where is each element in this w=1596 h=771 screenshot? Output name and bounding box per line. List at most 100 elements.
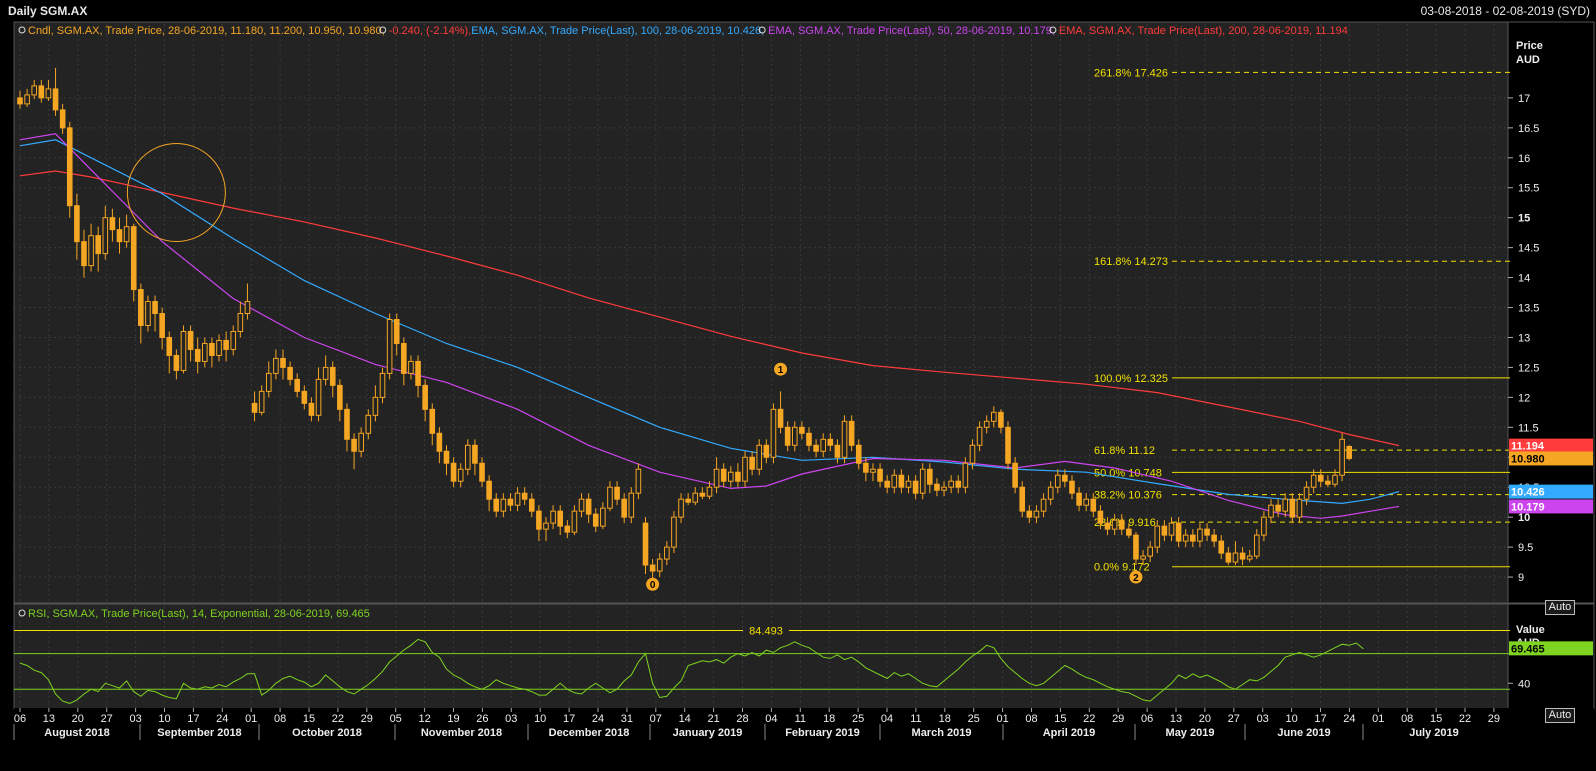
candle xyxy=(863,457,869,482)
candle xyxy=(848,415,855,452)
price-tick-label: 12 xyxy=(1518,392,1530,404)
candle-body xyxy=(379,372,386,398)
rsi-level-label: 84.493 xyxy=(749,626,783,638)
price-tick-label: 10 xyxy=(1518,512,1530,524)
rsi-auto-scale-button[interactable]: Auto xyxy=(1545,708,1575,723)
candle-body xyxy=(948,480,954,488)
candle xyxy=(237,301,244,338)
time-tick-label: 13 xyxy=(1170,713,1182,725)
candle xyxy=(436,427,443,464)
candle-body xyxy=(365,414,372,434)
time-tick-label: 24 xyxy=(592,713,604,725)
price-badge-label: 10.179 xyxy=(1511,501,1545,513)
candle-body xyxy=(870,468,876,473)
candle-body xyxy=(927,468,933,485)
candle-body xyxy=(1246,555,1253,560)
month-label: September 2018 xyxy=(157,727,241,739)
candle xyxy=(564,520,571,539)
candle xyxy=(514,487,521,512)
candle xyxy=(287,361,293,386)
price-badge-label: 11.194 xyxy=(1511,441,1545,453)
candle-body xyxy=(934,483,940,491)
candle-body xyxy=(1346,445,1352,459)
candle xyxy=(600,502,606,530)
time-tick-label: 07 xyxy=(650,713,662,725)
month-label: February 2019 xyxy=(785,727,860,739)
time-tick-label: 25 xyxy=(852,713,864,725)
candle-body xyxy=(116,229,123,243)
month-label: October 2018 xyxy=(292,727,362,739)
candle-body xyxy=(1111,519,1118,530)
time-tick-label: 06 xyxy=(1141,713,1153,725)
candle xyxy=(1303,481,1310,506)
candle xyxy=(130,223,137,302)
candle-body xyxy=(81,241,87,267)
candle-body xyxy=(322,366,329,380)
candle-body xyxy=(756,444,763,470)
candle-body xyxy=(457,468,464,482)
fibonacci-label: 0.0% 9.172 xyxy=(1094,562,1150,574)
candle-body xyxy=(1118,519,1125,530)
candle xyxy=(678,493,684,524)
candle xyxy=(294,373,301,398)
candle-body xyxy=(969,444,976,464)
candle-body xyxy=(1211,534,1217,542)
candle xyxy=(1047,481,1054,506)
candle xyxy=(1133,532,1139,566)
candle-body xyxy=(919,468,926,494)
candle-body xyxy=(450,462,457,482)
candle xyxy=(1168,517,1175,542)
candle-body xyxy=(138,289,144,326)
candle-body xyxy=(1289,498,1296,518)
candle xyxy=(365,409,372,440)
time-tick-label: 01 xyxy=(996,713,1008,725)
fibonacci-label: 23.6% 9.916 xyxy=(1094,517,1156,529)
price-tick-label: 13.5 xyxy=(1518,303,1539,315)
candle-body xyxy=(1069,480,1075,494)
candle-body xyxy=(24,94,30,105)
candle xyxy=(1012,457,1018,494)
candle-body xyxy=(536,510,542,530)
candle xyxy=(898,469,905,494)
candle-body xyxy=(66,127,73,207)
rsi-value-badge xyxy=(1509,641,1593,656)
price-badge: 10.179 xyxy=(1509,499,1593,514)
time-tick-label: 24 xyxy=(216,713,228,725)
candle-body xyxy=(280,357,286,368)
candle-body xyxy=(237,313,244,332)
candle-body xyxy=(799,426,805,434)
candle-body xyxy=(251,402,258,413)
time-tick-label: 04 xyxy=(765,713,777,725)
candle xyxy=(1225,547,1232,566)
candle xyxy=(194,337,201,374)
candle-body xyxy=(841,420,848,458)
candle-body xyxy=(1126,528,1132,536)
candle-body xyxy=(1140,555,1146,560)
candle xyxy=(791,421,798,452)
month-label: March 2019 xyxy=(912,727,972,739)
price-auto-scale-button[interactable]: Auto xyxy=(1545,600,1575,615)
ema-line xyxy=(19,170,1400,447)
candle xyxy=(614,481,620,506)
candle-body xyxy=(337,384,343,410)
candle-body xyxy=(877,468,883,482)
candle-body xyxy=(1090,498,1097,512)
candle xyxy=(1197,523,1203,548)
candle xyxy=(720,463,727,488)
time-tick-label: 19 xyxy=(447,713,459,725)
candle xyxy=(927,463,933,494)
candle xyxy=(38,79,45,103)
candle-body xyxy=(152,301,158,315)
candle-body xyxy=(1083,498,1090,506)
candle xyxy=(223,331,229,362)
candle-body xyxy=(1062,474,1068,482)
candle xyxy=(202,337,208,368)
candle xyxy=(1040,493,1047,518)
rsi-value-label: 69.465 xyxy=(1511,643,1545,655)
candle xyxy=(1218,535,1225,560)
candle-body xyxy=(145,301,151,326)
candle-body xyxy=(578,498,585,512)
candle xyxy=(905,475,912,494)
fibonacci-levels: 261.8% 17.426 161.8% 14.273 100.0% 12.325 6… xyxy=(1094,67,1510,574)
